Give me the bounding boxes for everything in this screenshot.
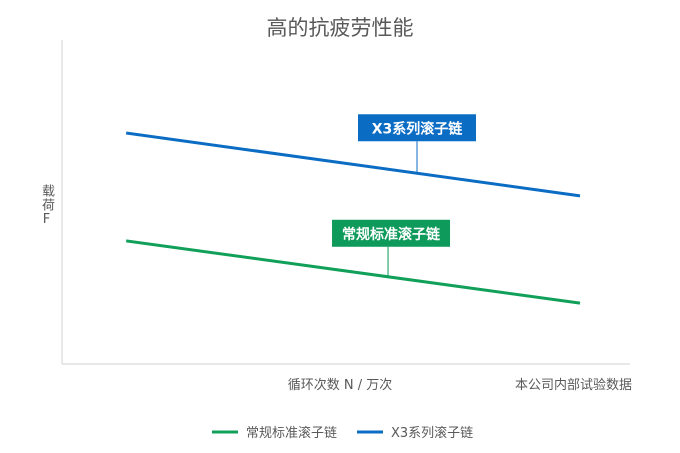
series-line-0	[125, 239, 581, 305]
legend: 常规标准滚子链 X3系列滚子链	[212, 425, 473, 441]
series-line-1	[125, 131, 581, 198]
legend-label: X3系列滚子链	[391, 425, 473, 441]
data-source-note: 本公司内部试验数据	[515, 377, 632, 393]
y-axis-label: 载荷F	[39, 184, 54, 228]
annotation-label: X3系列滚子链	[372, 120, 464, 137]
chart-title: 高的抗疲劳性能	[267, 16, 414, 40]
x-axis-label: 循环次数 N / 万次	[288, 377, 393, 393]
annotation-box	[358, 114, 476, 142]
annotation-label: 常规标准滚子链	[342, 226, 441, 243]
annotation-box	[332, 219, 451, 247]
legend-label: 常规标准滚子链	[246, 425, 337, 441]
